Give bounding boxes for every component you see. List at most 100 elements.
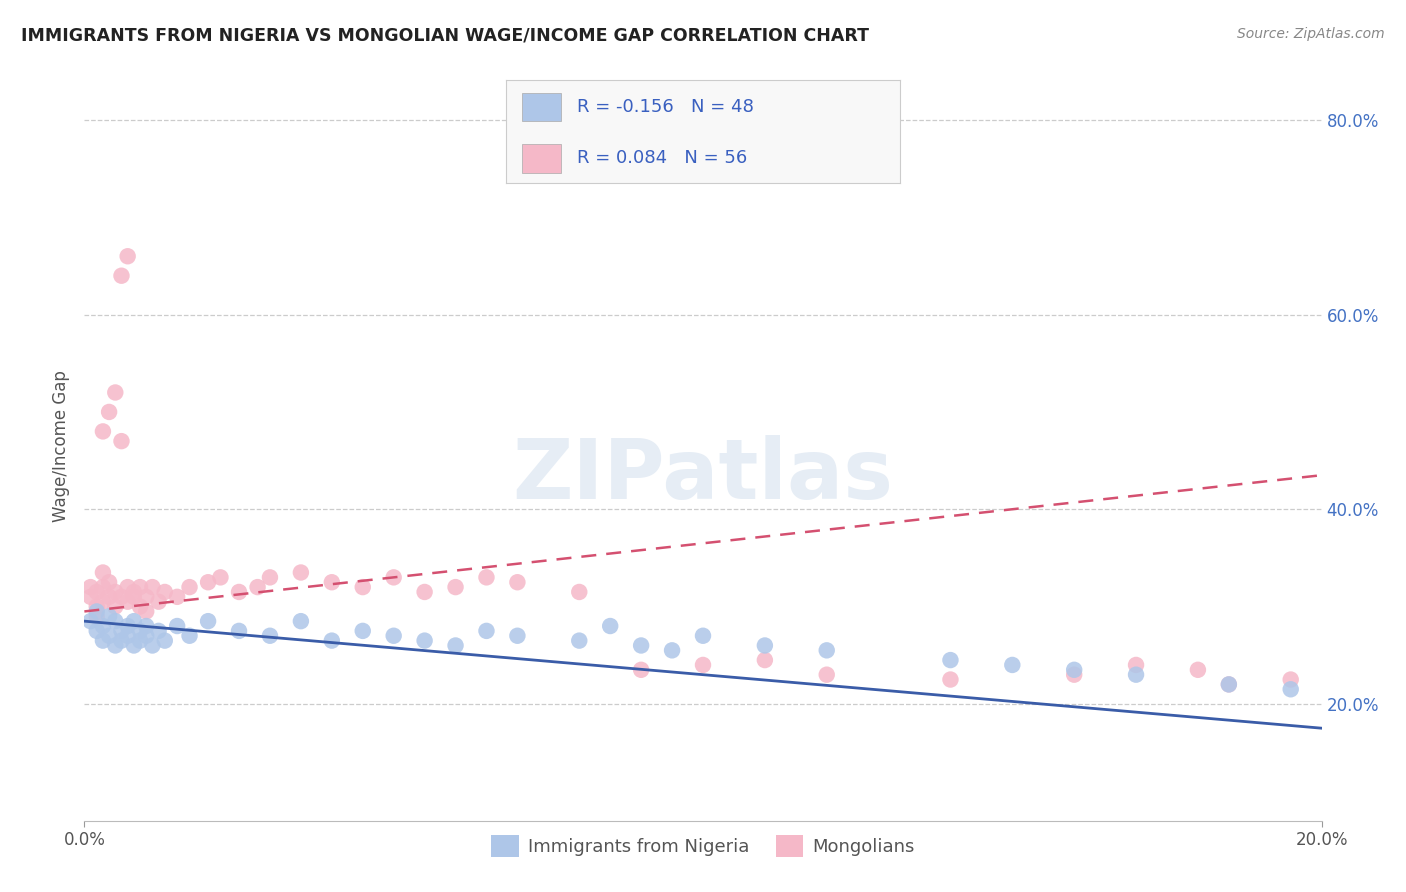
Point: [815, 667, 838, 681]
Point: [259, 570, 281, 584]
Point: [86, 604, 108, 618]
Point: [321, 633, 343, 648]
Point: [1125, 657, 1147, 672]
Point: [352, 624, 374, 638]
Point: [1279, 682, 1302, 697]
Point: [1063, 667, 1085, 681]
Text: ZIPatlas: ZIPatlas: [513, 435, 893, 516]
Point: [228, 624, 250, 638]
Point: [117, 629, 139, 643]
Point: [141, 580, 163, 594]
Point: [122, 590, 145, 604]
Point: [110, 624, 132, 638]
Point: [141, 639, 163, 653]
Point: [382, 570, 405, 584]
Point: [117, 595, 139, 609]
Point: [86, 599, 108, 614]
Point: [104, 599, 127, 614]
Text: R = -0.156   N = 48: R = -0.156 N = 48: [576, 98, 754, 116]
Point: [135, 629, 157, 643]
Point: [110, 590, 132, 604]
Point: [104, 585, 127, 599]
Point: [98, 629, 121, 643]
Point: [179, 629, 201, 643]
Point: [179, 580, 201, 594]
Point: [568, 585, 591, 599]
Point: [1218, 677, 1240, 691]
Point: [135, 619, 157, 633]
Point: [98, 575, 121, 590]
Point: [110, 633, 132, 648]
Point: [1187, 663, 1209, 677]
Point: [91, 633, 114, 648]
Point: [91, 566, 114, 580]
Point: [661, 643, 683, 657]
Point: [98, 405, 121, 419]
Text: R = 0.084   N = 56: R = 0.084 N = 56: [576, 149, 747, 167]
Point: [135, 590, 157, 604]
Point: [630, 639, 652, 653]
Bar: [522, 93, 561, 121]
Point: [86, 609, 108, 624]
Point: [939, 673, 962, 687]
Point: [352, 580, 374, 594]
Point: [506, 629, 529, 643]
Point: [98, 609, 121, 624]
Point: [444, 580, 467, 594]
Point: [129, 599, 152, 614]
Point: [197, 614, 219, 628]
Point: [79, 580, 101, 594]
Point: [599, 619, 621, 633]
Point: [86, 624, 108, 638]
Y-axis label: Wage/Income Gap: Wage/Income Gap: [52, 370, 70, 522]
Point: [290, 614, 312, 628]
Point: [117, 580, 139, 594]
Point: [148, 595, 170, 609]
Point: [506, 575, 529, 590]
Point: [692, 657, 714, 672]
Point: [91, 595, 114, 609]
Point: [413, 585, 436, 599]
Point: [98, 590, 121, 604]
Point: [91, 619, 114, 633]
Text: Source: ZipAtlas.com: Source: ZipAtlas.com: [1237, 27, 1385, 41]
Point: [382, 629, 405, 643]
Point: [153, 585, 176, 599]
Point: [104, 639, 127, 653]
Point: [228, 585, 250, 599]
Point: [1001, 657, 1024, 672]
Point: [475, 570, 498, 584]
Point: [104, 385, 127, 400]
Point: [79, 590, 101, 604]
Point: [321, 575, 343, 590]
Point: [815, 643, 838, 657]
Point: [197, 575, 219, 590]
Point: [129, 580, 152, 594]
Point: [135, 604, 157, 618]
Point: [117, 249, 139, 263]
Point: [1218, 677, 1240, 691]
Point: [79, 614, 101, 628]
Point: [692, 629, 714, 643]
Point: [1279, 673, 1302, 687]
Point: [166, 590, 188, 604]
Point: [86, 585, 108, 599]
Point: [630, 663, 652, 677]
Bar: [522, 144, 561, 173]
Point: [91, 425, 114, 439]
Point: [91, 580, 114, 594]
Point: [444, 639, 467, 653]
Point: [110, 268, 132, 283]
Point: [754, 639, 776, 653]
Point: [568, 633, 591, 648]
Point: [259, 629, 281, 643]
Point: [153, 633, 176, 648]
Point: [413, 633, 436, 648]
Point: [148, 624, 170, 638]
Point: [129, 633, 152, 648]
Point: [129, 624, 152, 638]
Point: [122, 585, 145, 599]
Point: [122, 639, 145, 653]
Point: [939, 653, 962, 667]
Point: [166, 619, 188, 633]
